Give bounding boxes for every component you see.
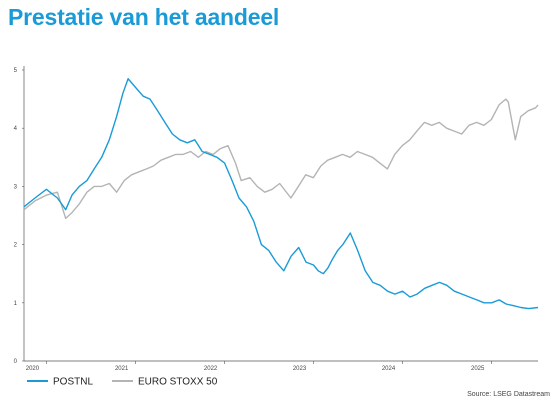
axes [23,66,538,362]
y-tick-label: 5 [14,68,18,74]
y-axis-ticks: 0 1 2 3 4 5 [14,68,24,365]
legend-label-postnl: POSTNL [53,377,93,388]
y-tick-label: 4 [14,126,18,132]
legend-label-eurostoxx: EURO STOXX 50 [138,377,218,388]
x-tick-label: 2025 [471,366,485,372]
y-tick-label: 3 [14,184,18,190]
x-tick-label: 2023 [293,366,307,372]
x-axis-ticks: 2020 2021 2022 2023 2024 2025 [26,361,492,372]
x-tick-label: 2021 [115,366,129,372]
x-tick-label: 2022 [204,366,218,372]
series-line-eurostoxx [23,98,539,220]
chart-title: Prestatie van het aandeel [8,4,280,30]
x-tick-label: 2024 [382,366,396,372]
y-tick-label: 2 [14,243,18,249]
series-line-postnl [23,78,539,310]
y-tick-label: 0 [14,359,18,365]
y-tick-label: 1 [14,301,18,307]
series-layer [23,78,539,310]
source-note: Source: LSEG Datastream [467,391,550,398]
legend: POSTNL EURO STOXX 50 [27,377,218,388]
x-tick-label: 2020 [26,366,40,372]
